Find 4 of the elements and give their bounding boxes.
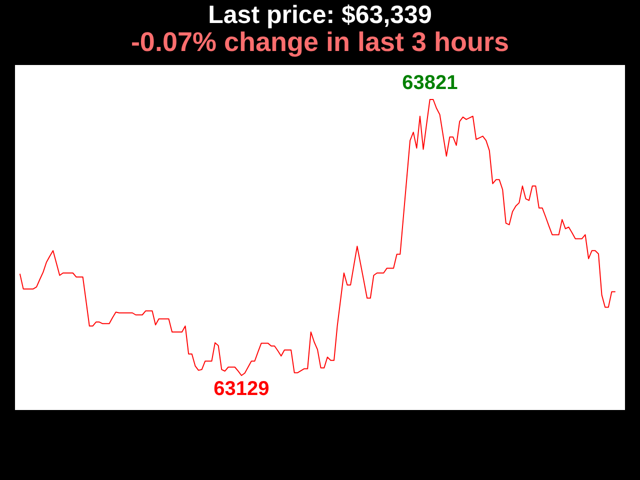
data-label: 63821 (402, 72, 458, 94)
data-label: 63129 (214, 378, 270, 400)
chart-subtitle: -0.07% change in last 3 hours (130, 27, 510, 57)
chart-title: Last price: $63,339 (207, 1, 433, 29)
